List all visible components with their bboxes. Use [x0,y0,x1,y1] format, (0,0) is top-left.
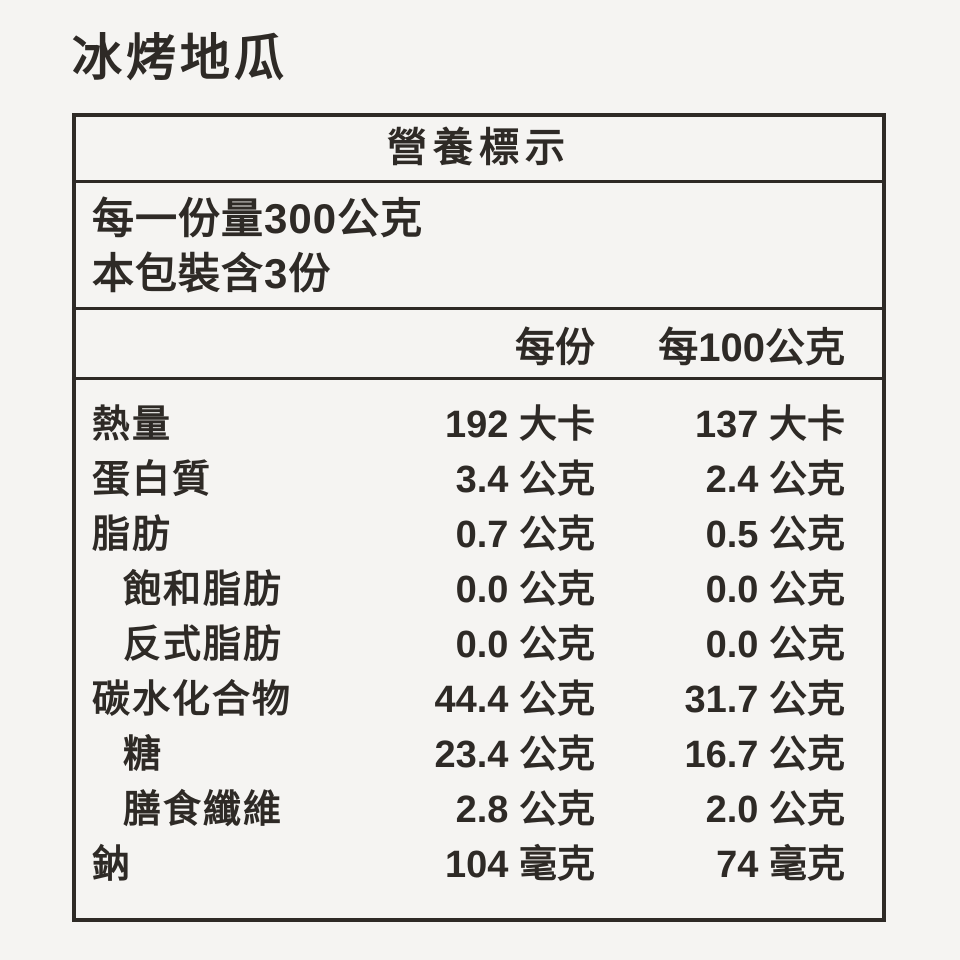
serving-info-section: 每一份量300公克 本包裝含3份 [76,180,882,307]
table-row-fat: 脂肪 0.7 公克 0.5 公克 [76,508,882,563]
value-per-100g: 137 大卡 [695,404,845,446]
value-per-100g: 2.0 公克 [705,789,845,831]
value-per-serving: 0.0 公克 [455,569,595,611]
value-per-100g: 2.4 公克 [705,459,845,501]
table-row-protein: 蛋白質 3.4 公克 2.4 公克 [76,453,882,508]
value-per-serving: 2.8 公克 [455,789,595,831]
serving-size-text: 每一份量300公克 [92,195,424,242]
nutrient-name: 反式脂肪 [123,624,284,666]
servings-per-package-text: 本包裝含3份 [92,250,332,297]
nutrition-label-header: 營養標示 [387,126,571,170]
value-per-100g: 74 毫克 [716,844,845,886]
value-per-serving: 3.4 公克 [455,459,595,501]
nutrient-name: 蛋白質 [92,459,213,501]
column-header-per-serving: 每份 [515,325,595,370]
value-per-100g: 31.7 公克 [684,679,845,721]
value-per-serving: 0.7 公克 [455,514,595,556]
nutrient-name: 糖 [123,734,164,776]
value-per-serving: 23.4 公克 [434,734,595,776]
value-per-serving: 44.4 公克 [434,679,595,721]
page-title: 冰烤地瓜 [72,30,288,86]
value-per-100g: 0.5 公克 [705,514,845,556]
table-row-saturated-fat: 飽和脂肪 0.0 公克 0.0 公克 [76,563,882,618]
column-header-row: 每份 每100公克 [76,307,882,377]
table-row-trans-fat: 反式脂肪 0.0 公克 0.0 公克 [76,618,882,673]
nutrient-name: 膳食纖維 [123,789,284,831]
value-per-100g: 16.7 公克 [684,734,845,776]
nutrient-name: 碳水化合物 [92,679,293,721]
table-row-carbohydrate: 碳水化合物 44.4 公克 31.7 公克 [76,673,882,728]
column-header-per-100g: 每100公克 [658,325,845,370]
table-row-dietary-fiber: 膳食纖維 2.8 公克 2.0 公克 [76,783,882,838]
value-per-serving: 0.0 公克 [455,624,595,666]
table-row-sugar: 糖 23.4 公克 16.7 公克 [76,728,882,783]
nutrient-name: 鈉 [92,844,133,886]
table-row-calories: 熱量 192 大卡 137 大卡 [76,398,882,453]
table-row-sodium: 鈉 104 毫克 74 毫克 [76,838,882,893]
value-per-serving: 192 大卡 [445,404,595,446]
value-per-serving: 104 毫克 [445,844,595,886]
nutrient-rows-section: 熱量 192 大卡 137 大卡 蛋白質 3.4 公克 2.4 公克 脂肪 0.… [76,377,882,893]
nutrient-name: 脂肪 [92,514,173,556]
nutrition-facts-table: 營養標示 每一份量300公克 本包裝含3份 每份 每100公克 熱量 192 大… [72,113,886,922]
nutrient-name: 熱量 [92,404,173,446]
value-per-100g: 0.0 公克 [705,624,845,666]
value-per-100g: 0.0 公克 [705,569,845,611]
nutrient-name: 飽和脂肪 [123,569,284,611]
